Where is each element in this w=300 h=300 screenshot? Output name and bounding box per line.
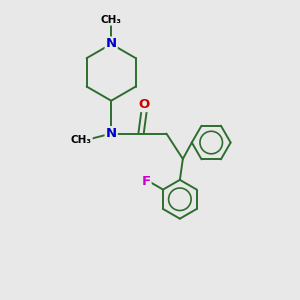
Text: CH₃: CH₃ [101,14,122,25]
Text: N: N [106,127,117,140]
Text: N: N [106,38,117,50]
Text: F: F [142,175,151,188]
Text: O: O [138,98,150,111]
Text: CH₃: CH₃ [71,135,92,146]
